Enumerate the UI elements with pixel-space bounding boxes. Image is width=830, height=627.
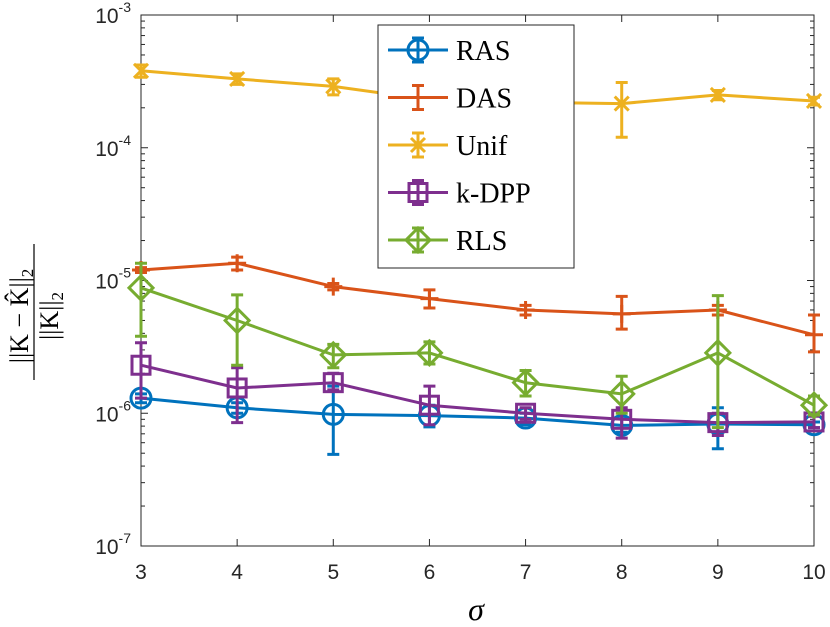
data-point: [420, 289, 439, 308]
legend-error-bar: [412, 36, 424, 64]
y-axis-label-denominator: ||K||2: [35, 292, 67, 340]
error-bar: [231, 366, 244, 425]
data-point: [228, 254, 247, 273]
data-point: [607, 379, 636, 408]
legend-entry-das: DAS: [388, 84, 512, 115]
x-tick-label: 4: [231, 561, 243, 584]
y-axis-label: ||K − K̂||2 ||K||2: [5, 244, 67, 380]
series-line: [140, 396, 815, 427]
x-tick-label: 6: [424, 561, 436, 584]
x-tick-label: 8: [616, 561, 628, 584]
legend-entry-ras: RAS: [388, 36, 510, 67]
data-point: [805, 325, 823, 344]
data-point: [322, 372, 344, 394]
data-point: [130, 354, 152, 376]
legend-marker: [406, 38, 430, 62]
legend-label: RLS: [456, 226, 507, 257]
x-tick-label: 9: [712, 561, 724, 584]
error-bar: [519, 406, 532, 421]
legend-label: k-DPP: [456, 179, 531, 210]
data-point: [515, 402, 537, 424]
error-bar: [711, 294, 724, 430]
error-bar: [423, 384, 436, 427]
legend-box: [377, 24, 575, 269]
data-point: [799, 391, 829, 420]
data-point: [709, 86, 726, 103]
y-tick-label: 10-7: [95, 530, 131, 559]
legend-marker: [403, 225, 433, 255]
legend-label: RAS: [456, 36, 510, 67]
x-tick-label: 7: [520, 561, 532, 584]
data-point: [324, 277, 343, 296]
data-point: [612, 304, 631, 323]
data-point: [319, 340, 348, 370]
y-tick-label: 10-3: [95, 0, 131, 28]
data-point: [223, 306, 252, 335]
data-point: [226, 377, 248, 399]
legend-marker: [407, 182, 429, 203]
legend-entry-k-dpp: k-DPP: [388, 179, 531, 210]
data-point: [511, 368, 540, 397]
data-point: [325, 78, 342, 95]
data-point: [613, 95, 630, 112]
x-tick-label: 10: [802, 561, 825, 584]
x-tick-label: 3: [135, 561, 147, 584]
series-line: [140, 286, 815, 407]
data-point: [126, 273, 156, 302]
data-point: [418, 394, 440, 416]
data-point: [415, 338, 444, 367]
legend-entry-unif: Unif: [388, 131, 508, 162]
x-tick-label: 5: [327, 561, 339, 584]
series-line: [140, 261, 815, 337]
data-point: [703, 338, 732, 367]
legend-marker: [409, 136, 427, 154]
data-point: [321, 402, 345, 426]
legend-marker: [409, 88, 427, 107]
legend-label: DAS: [456, 84, 512, 115]
y-tick-label: 10-4: [95, 132, 131, 161]
series-line: [140, 363, 815, 425]
data-point: [132, 62, 150, 79]
error-bar: [327, 384, 340, 456]
legend-label: Unif: [456, 131, 508, 162]
y-tick-label: 10-5: [95, 265, 131, 294]
y-axis-label-numerator: ||K − K̂||2: [5, 269, 37, 364]
data-point: [229, 70, 246, 87]
error-bar: [135, 341, 147, 400]
legend-entry-rls: RLS: [388, 225, 507, 257]
series-k-dpp: [130, 341, 825, 440]
y-tick-label: 10-6: [95, 397, 131, 426]
x-axis-label: σ: [468, 591, 485, 627]
error-bar: [615, 81, 628, 139]
data-point: [805, 92, 823, 110]
series-rls: [126, 261, 829, 430]
data-point: [516, 300, 535, 319]
